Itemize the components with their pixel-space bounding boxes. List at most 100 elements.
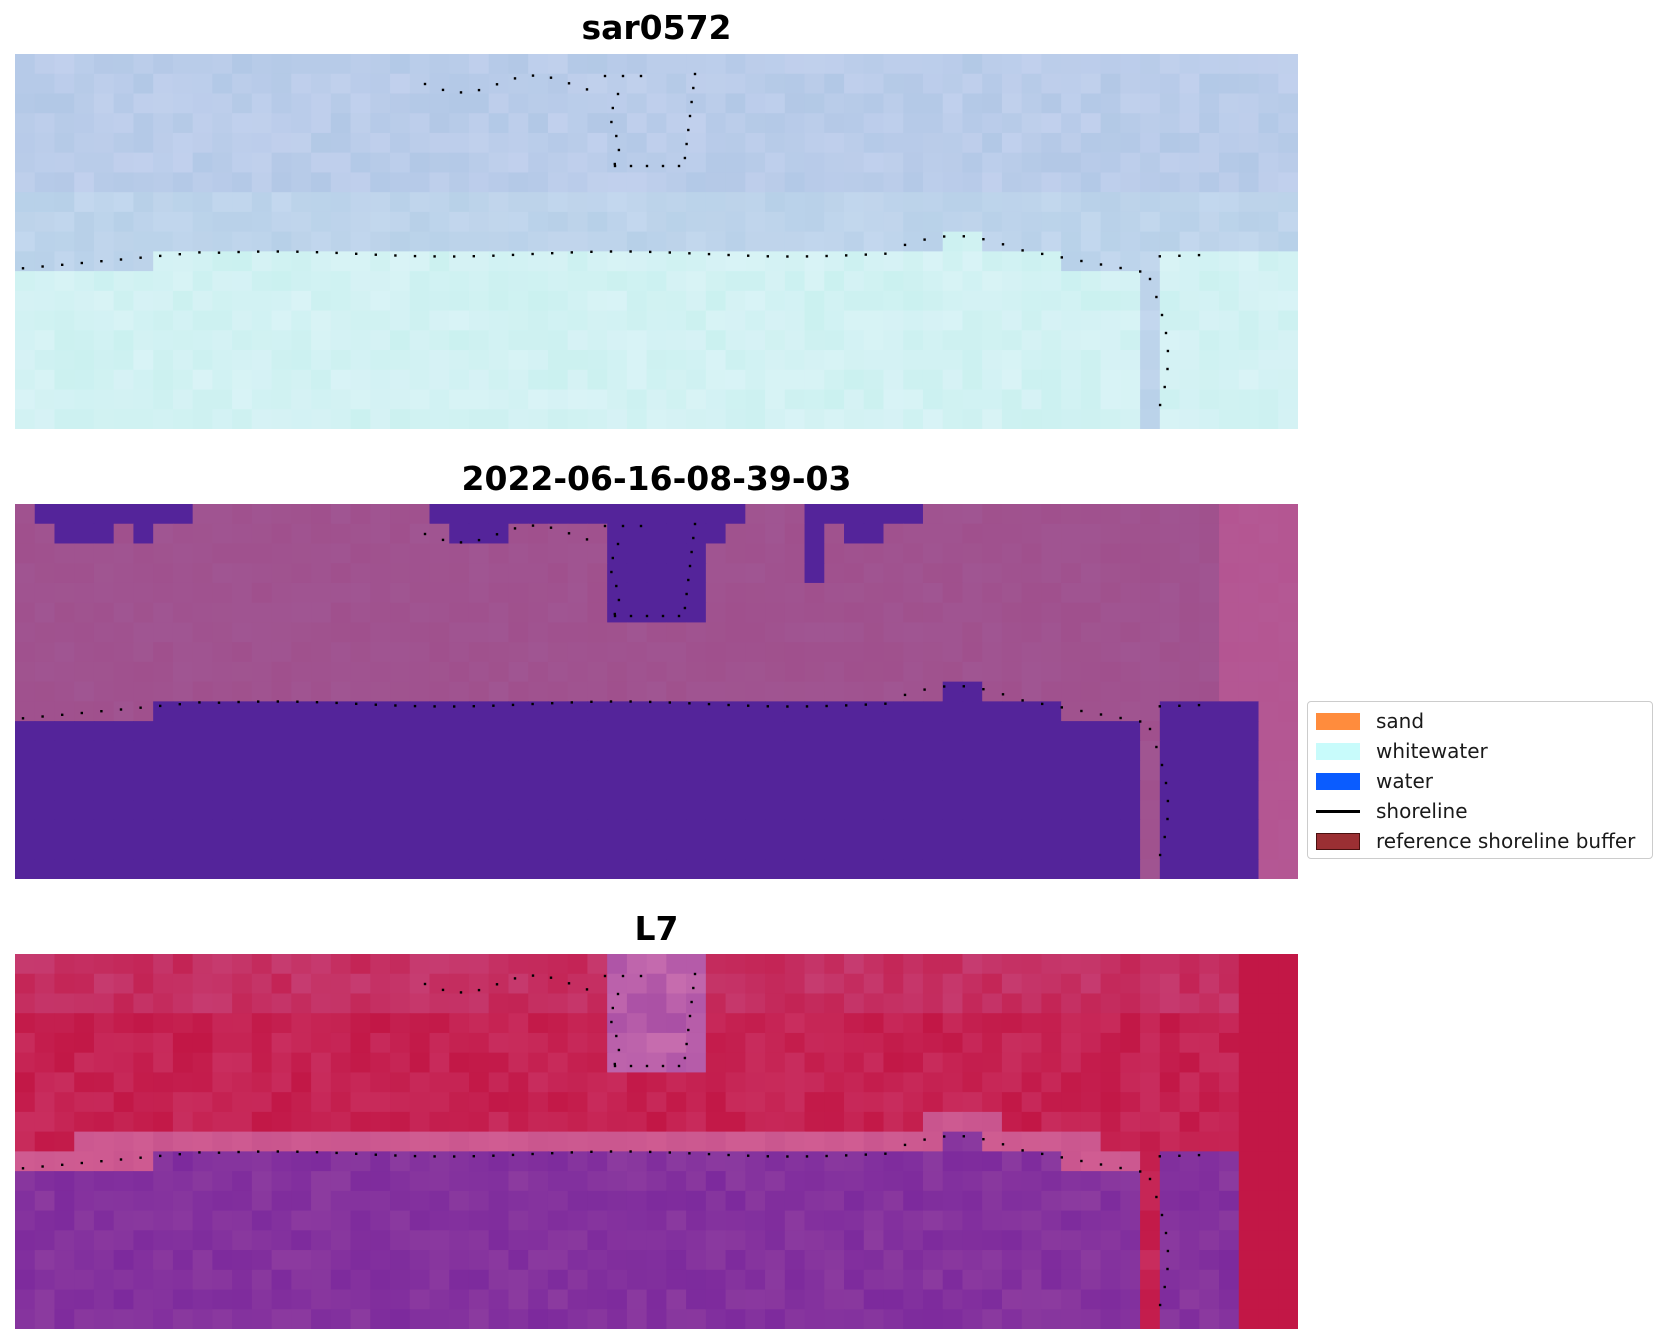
shoreline-point [613, 1062, 616, 1066]
image-pixel [1278, 800, 1298, 821]
image-pixel [212, 523, 233, 545]
image-pixel [725, 172, 746, 193]
image-pixel [844, 993, 865, 1014]
image-pixel [74, 1052, 95, 1074]
image-pixel [804, 290, 825, 312]
image-pixel [409, 271, 431, 292]
image-pixel [15, 350, 36, 371]
image-pixel [962, 1269, 983, 1291]
shoreline-point [685, 592, 688, 596]
image-pixel [982, 701, 1003, 722]
image-pixel [1140, 211, 1161, 233]
shoreline-point [1060, 706, 1063, 709]
image-pixel [74, 740, 95, 762]
image-pixel [449, 721, 470, 742]
image-pixel [962, 602, 983, 624]
image-pixel [942, 701, 964, 722]
image-pixel [824, 800, 845, 821]
image-pixel [153, 504, 174, 525]
shoreline-point [492, 254, 495, 257]
image-pixel [1001, 819, 1023, 841]
image-pixel [784, 1269, 806, 1291]
image-pixel [547, 740, 569, 762]
shoreline-point [649, 700, 652, 704]
image-pixel [1041, 54, 1062, 75]
image-pixel [113, 330, 135, 351]
image-pixel [626, 409, 648, 429]
image-pixel [350, 271, 371, 292]
image-pixel [1041, 93, 1062, 114]
image-pixel [93, 563, 115, 584]
image-pixel [824, 113, 845, 134]
image-pixel [488, 1309, 510, 1329]
panel-title-sar: sar0572 [581, 8, 732, 47]
image-pixel [468, 251, 490, 272]
image-pixel [745, 1052, 766, 1074]
image-pixel [54, 993, 75, 1014]
image-pixel [626, 350, 648, 371]
image-pixel [113, 819, 135, 841]
image-pixel [1001, 231, 1023, 252]
image-pixel [903, 563, 924, 584]
image-pixel [784, 54, 806, 75]
image-pixel [15, 1052, 36, 1074]
image-pixel [370, 681, 391, 702]
shoreline-point [982, 1138, 985, 1141]
image-pixel [271, 760, 292, 781]
image-pixel [15, 622, 36, 643]
shoreline-point [845, 254, 848, 257]
image-pixel [271, 409, 292, 429]
image-pixel [251, 1289, 273, 1310]
image-pixel [686, 1151, 707, 1172]
image-pixel [1001, 132, 1023, 154]
image-pixel [212, 740, 233, 762]
image-pixel [1219, 859, 1240, 879]
image-pixel [429, 1210, 450, 1231]
image-pixel [942, 330, 964, 351]
image-pixel [844, 523, 865, 545]
image-pixel [1140, 73, 1161, 95]
image-pixel [1219, 1131, 1240, 1152]
image-pixel [686, 172, 707, 193]
image-pixel [863, 54, 885, 75]
image-pixel [34, 113, 56, 134]
image-pixel [666, 251, 687, 272]
image-pixel [725, 132, 746, 154]
image-pixel [725, 1250, 746, 1271]
image-pixel [982, 740, 1003, 762]
image-pixel [587, 760, 608, 781]
image-pixel [390, 54, 411, 75]
image-pixel [350, 740, 371, 762]
image-pixel [192, 73, 213, 95]
image-pixel [745, 54, 766, 75]
image-pixel [922, 54, 944, 75]
image-pixel [1199, 192, 1220, 213]
image-pixel [1159, 54, 1181, 75]
image-pixel [508, 661, 529, 683]
shoreline-point [661, 1064, 665, 1068]
image-pixel [705, 859, 727, 879]
shoreline-point [237, 1150, 240, 1154]
image-pixel [409, 172, 431, 193]
image-pixel [330, 1171, 352, 1192]
image-pixel [1001, 504, 1023, 525]
image-pixel [725, 780, 746, 801]
image-pixel [962, 701, 983, 722]
image-pixel [232, 132, 253, 154]
image-pixel [922, 409, 944, 429]
image-pixel [192, 192, 213, 213]
image-pixel [488, 780, 510, 801]
image-pixel [15, 1230, 36, 1251]
image-pixel [251, 1092, 273, 1113]
image-pixel [1199, 1250, 1220, 1271]
image-pixel [133, 54, 154, 75]
image-pixel [1041, 859, 1062, 879]
image-pixel [686, 1032, 707, 1054]
image-pixel [449, 350, 470, 371]
image-pixel [784, 251, 806, 272]
image-pixel [922, 760, 944, 781]
image-pixel [212, 543, 233, 564]
image-pixel [251, 859, 273, 879]
image-pixel [1120, 800, 1141, 821]
image-pixel [15, 701, 36, 722]
